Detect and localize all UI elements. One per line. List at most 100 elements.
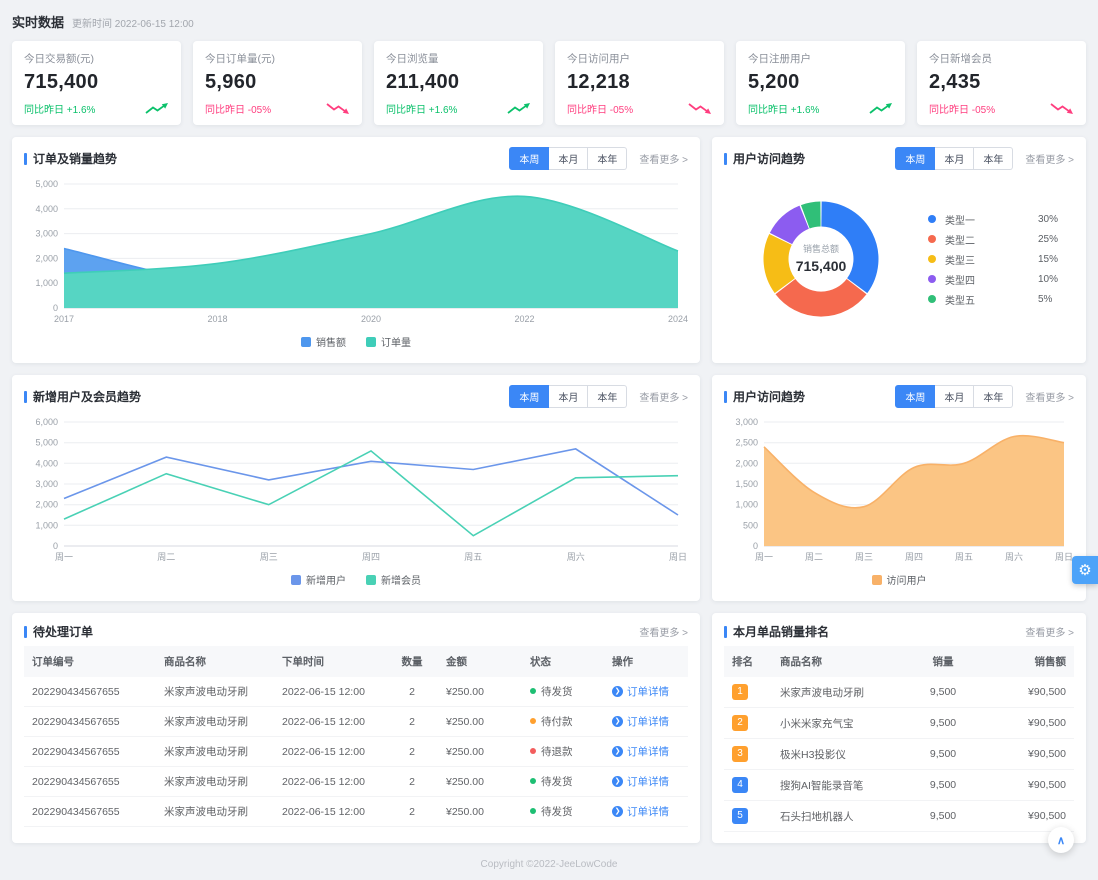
- cell-action: ❯ 订单详情: [604, 766, 688, 797]
- tab-this-month[interactable]: 本月: [549, 385, 589, 408]
- cell-qty: 2: [386, 677, 438, 707]
- cell-qty: 2: [386, 736, 438, 767]
- title-accent-bar: [724, 152, 727, 165]
- status-dot: [530, 748, 536, 754]
- tab-this-week[interactable]: 本周: [509, 385, 550, 408]
- cell-product: 极米H3投影仪: [772, 738, 906, 770]
- cell-amount: ¥250.00: [438, 706, 522, 737]
- svg-text:2017: 2017: [54, 314, 74, 324]
- legend-item-type1[interactable]: 类型一 30%: [928, 209, 1066, 229]
- tab-this-week[interactable]: 本周: [895, 147, 936, 170]
- title-accent-bar: [24, 625, 27, 638]
- rank-badge: 3: [732, 746, 748, 762]
- order-detail-link[interactable]: ❯ 订单详情: [612, 804, 669, 819]
- table-row: 202290434567655 米家声波电动牙刷 2022-06-15 12:0…: [24, 736, 688, 767]
- order-detail-link[interactable]: ❯ 订单详情: [612, 714, 669, 729]
- view-more-link[interactable]: 查看更多 >: [1025, 155, 1074, 166]
- cell-rank: 2: [724, 707, 772, 739]
- update-time: 更新时间 2022-06-15 12:00: [72, 19, 194, 30]
- legend-item-type2[interactable]: 类型二 25%: [928, 229, 1066, 249]
- panel-title: 本月单品销量排名: [724, 623, 829, 640]
- tab-this-year[interactable]: 本年: [974, 147, 1014, 170]
- legend-swatch: [871, 574, 882, 585]
- legend-item-type5[interactable]: 类型五 5%: [928, 289, 1066, 309]
- legend-item-new-users[interactable]: 新增用户: [291, 572, 346, 587]
- tab-this-week[interactable]: 本周: [895, 385, 936, 408]
- cell-sales: 9,500: [906, 738, 980, 770]
- legend-dot: [928, 215, 936, 223]
- legend-item-new-members[interactable]: 新增会员: [366, 572, 421, 587]
- tab-this-month[interactable]: 本月: [935, 147, 975, 170]
- sales-total-donut-chart: 销售总额 715,400: [763, 201, 879, 317]
- cell-sales: 9,500: [906, 800, 980, 832]
- cell-amount: ¥90,500: [980, 769, 1074, 801]
- svg-text:0: 0: [53, 303, 58, 313]
- svg-text:3,000: 3,000: [35, 479, 58, 489]
- chevron-up-icon: ∧: [1056, 834, 1066, 847]
- table-row: 5 石头扫地机器人 9,500 ¥90,500: [724, 800, 1074, 832]
- cell-qty: 2: [386, 766, 438, 797]
- cell-time: 2022-06-15 12:00: [274, 796, 386, 827]
- svg-text:3,000: 3,000: [35, 229, 58, 239]
- stat-trend-text: 同比昨日 -05%: [205, 105, 272, 116]
- trend-down-icon: [1050, 103, 1073, 114]
- cell-amount: ¥90,500: [980, 677, 1074, 708]
- svg-text:周三: 周三: [260, 552, 278, 562]
- tab-this-week[interactable]: 本周: [509, 147, 550, 170]
- panel-order-sales-trend: 订单及销量趋势 本周 本月 本年 查看更多 > 0 1,000 2,000 3,000…: [12, 137, 700, 363]
- svg-text:500: 500: [743, 520, 758, 530]
- view-more-link[interactable]: 查看更多 >: [639, 628, 688, 639]
- tab-this-year[interactable]: 本年: [588, 147, 628, 170]
- order-detail-link[interactable]: ❯ 订单详情: [612, 744, 669, 759]
- col-sales: 销量: [906, 646, 980, 677]
- view-more-link[interactable]: 查看更多 >: [1025, 393, 1074, 404]
- legend-item-orders[interactable]: 订单量: [366, 334, 411, 349]
- stat-label: 今日注册用户: [748, 53, 811, 65]
- cell-time: 2022-06-15 12:00: [274, 706, 386, 737]
- legend-percent: 25%: [1038, 233, 1059, 245]
- legend-dot: [928, 295, 936, 303]
- legend-swatch: [366, 336, 376, 347]
- panel-title: 待处理订单: [24, 623, 93, 640]
- legend-item-sales[interactable]: 销售额: [301, 334, 346, 349]
- title-accent-bar: [24, 152, 27, 165]
- svg-text:1,000: 1,000: [35, 278, 58, 288]
- stat-trend-text: 同比昨日 +1.6%: [386, 105, 458, 116]
- back-to-top-button[interactable]: ∧: [1048, 827, 1074, 853]
- svg-text:周日: 周日: [669, 552, 687, 562]
- view-more-link[interactable]: 查看更多 >: [639, 393, 688, 404]
- svg-text:周六: 周六: [1005, 551, 1023, 562]
- svg-text:2022: 2022: [514, 314, 534, 324]
- view-more-link[interactable]: 查看更多 >: [1025, 628, 1074, 639]
- trend-up-icon: [869, 103, 892, 114]
- stat-label: 今日访问用户: [567, 53, 630, 65]
- legend-item-type3[interactable]: 类型三 15%: [928, 249, 1066, 269]
- settings-gear-button[interactable]: ⚙: [1072, 556, 1098, 584]
- legend-label: 类型四: [945, 275, 975, 287]
- rank-badge: 5: [732, 808, 748, 824]
- status-dot: [530, 718, 536, 724]
- stat-card-visitors: 今日访问用户 12,218 同比昨日 -05%: [555, 41, 724, 125]
- stat-card-new-members: 今日新增会员 2,435 同比昨日 -05%: [917, 41, 1086, 125]
- trend-down-icon: [326, 103, 349, 114]
- table-row: 202290434567655 米家声波电动牙刷 2022-06-15 12:0…: [24, 677, 688, 707]
- arrow-circle-icon: ❯: [612, 746, 623, 757]
- order-detail-link[interactable]: ❯ 订单详情: [612, 684, 669, 699]
- tab-this-month[interactable]: 本月: [549, 147, 589, 170]
- legend-item-type4[interactable]: 类型四 10%: [928, 269, 1066, 289]
- legend-item-visit-users[interactable]: 访问用户: [871, 572, 927, 587]
- tab-this-year[interactable]: 本年: [974, 385, 1014, 408]
- col-product: 商品名称: [156, 646, 274, 677]
- tab-this-month[interactable]: 本月: [935, 385, 975, 408]
- table-row: 2 小米米家充气宝 9,500 ¥90,500: [724, 707, 1074, 739]
- svg-text:3,000: 3,000: [735, 417, 758, 427]
- cell-time: 2022-06-15 12:00: [274, 736, 386, 767]
- cell-amount: ¥250.00: [438, 677, 522, 707]
- view-more-link[interactable]: 查看更多 >: [639, 155, 688, 166]
- legend-label: 销售额: [316, 338, 346, 349]
- panel-title: 用户访问趋势: [724, 150, 805, 167]
- table-row: 202290434567655 米家声波电动牙刷 2022-06-15 12:0…: [24, 706, 688, 737]
- tab-this-year[interactable]: 本年: [588, 385, 628, 408]
- order-detail-link[interactable]: ❯ 订单详情: [612, 774, 669, 789]
- cell-sales: 9,500: [906, 769, 980, 801]
